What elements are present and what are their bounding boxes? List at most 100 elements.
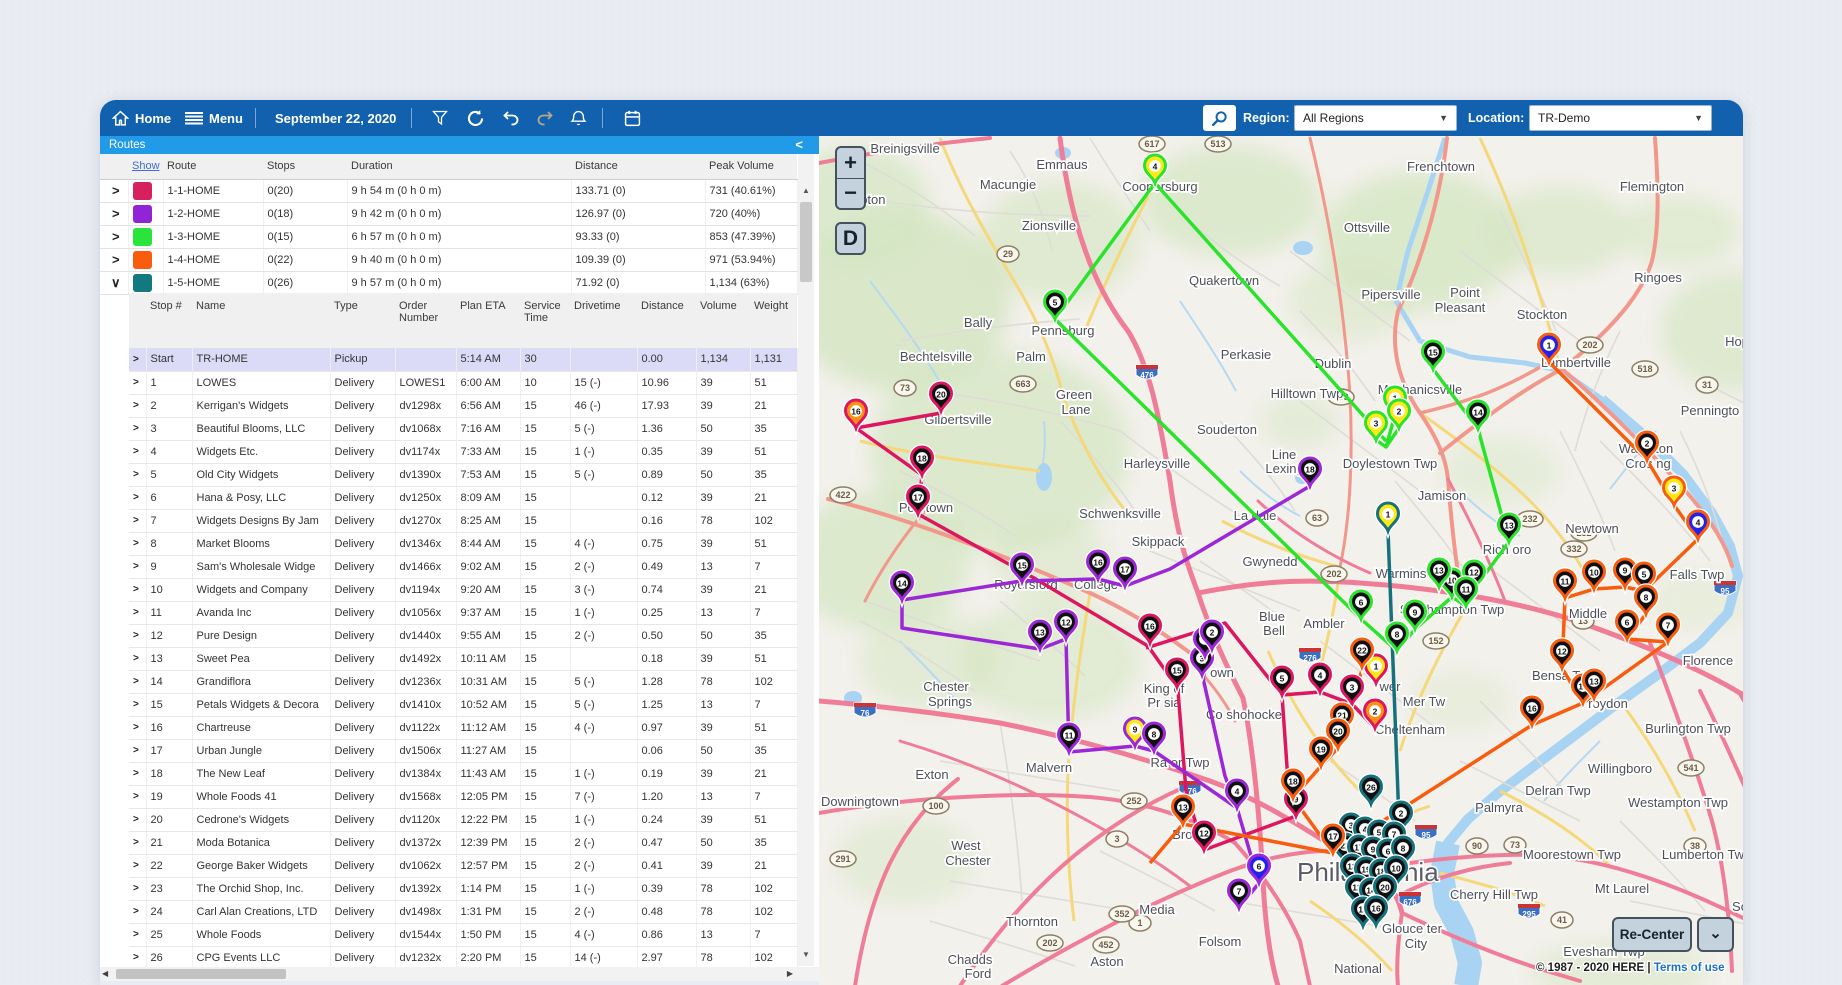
svg-text:663: 663 (1015, 379, 1030, 389)
svg-text:Media: Media (1139, 902, 1175, 917)
svg-text:541: 541 (1683, 763, 1698, 773)
svg-text:Ringoes: Ringoes (1634, 270, 1682, 285)
svg-text:1: 1 (1137, 918, 1142, 928)
svg-text:wer: wer (1379, 679, 1402, 694)
svg-text:12: 12 (1061, 617, 1071, 627)
svg-text:Exton: Exton (915, 767, 948, 782)
svg-text:12: 12 (1199, 828, 1209, 838)
svg-text:Perkasie: Perkasie (1221, 347, 1272, 362)
svg-text:8: 8 (1644, 592, 1649, 602)
svg-text:20: 20 (1333, 726, 1343, 736)
svg-text:Willingboro: Willingboro (1588, 761, 1652, 776)
svg-text:3: 3 (1350, 682, 1355, 692)
svg-text:Cherry Hill Twp: Cherry Hill Twp (1450, 887, 1538, 902)
svg-text:Malvern: Malvern (1026, 760, 1072, 775)
svg-text:13: 13 (1178, 802, 1188, 812)
svg-text:15: 15 (1172, 665, 1182, 675)
svg-text:276: 276 (1303, 654, 1317, 663)
svg-text:422: 422 (835, 490, 850, 500)
svg-text:332: 332 (1566, 544, 1581, 554)
svg-text:Pr sia: Pr sia (1147, 695, 1181, 710)
svg-text:Downingtown: Downingtown (821, 794, 899, 809)
svg-text:13: 13 (1035, 627, 1045, 637)
svg-text:9: 9 (1133, 724, 1138, 734)
svg-text:518: 518 (1637, 364, 1652, 374)
svg-text:2: 2 (1210, 627, 1215, 637)
svg-text:232: 232 (1576, 528, 1591, 538)
svg-text:17: 17 (1354, 842, 1364, 852)
svg-text:90: 90 (1472, 841, 1482, 851)
svg-text:7: 7 (1666, 620, 1671, 630)
svg-text:Lambertville: Lambertville (1541, 355, 1611, 370)
svg-text:Newtown: Newtown (1565, 521, 1618, 536)
svg-text:Point: Point (1450, 285, 1480, 300)
svg-text:Florence: Florence (1683, 653, 1734, 668)
svg-text:17: 17 (1120, 564, 1130, 574)
svg-text:18: 18 (917, 453, 927, 463)
svg-text:20: 20 (1380, 882, 1390, 892)
svg-text:12: 12 (1557, 646, 1567, 656)
svg-text:Palmyra: Palmyra (1475, 800, 1523, 815)
svg-text:Rich oro: Rich oro (1483, 542, 1531, 557)
svg-text:18: 18 (1288, 776, 1298, 786)
svg-text:21: 21 (1340, 840, 1350, 850)
svg-text:95: 95 (1422, 831, 1431, 840)
svg-text:17: 17 (913, 492, 923, 502)
svg-text:11: 11 (1462, 584, 1471, 594)
svg-text:15: 15 (1428, 347, 1438, 357)
svg-text:3: 3 (1374, 418, 1379, 428)
svg-text:13: 13 (1504, 520, 1514, 530)
svg-text:26: 26 (1366, 782, 1376, 792)
svg-text:63: 63 (1312, 513, 1322, 523)
svg-text:Aston: Aston (1090, 954, 1123, 969)
svg-text:Skippack: Skippack (1132, 534, 1185, 549)
svg-text:3: 3 (1672, 483, 1677, 493)
svg-text:100: 100 (928, 801, 943, 811)
svg-text:8: 8 (1395, 629, 1400, 639)
svg-text:Zionsville: Zionsville (1022, 218, 1076, 233)
svg-text:Ford: Ford (965, 966, 992, 981)
svg-text:13: 13 (1434, 565, 1444, 575)
svg-text:295: 295 (1522, 910, 1536, 919)
svg-text:Folsom: Folsom (1199, 934, 1242, 949)
svg-text:41: 41 (1557, 915, 1567, 925)
svg-text:4: 4 (1696, 517, 1701, 527)
svg-text:Ambler: Ambler (1303, 616, 1345, 631)
svg-text:202: 202 (1582, 340, 1597, 350)
svg-text:Doylestown Twp: Doylestown Twp (1343, 456, 1437, 471)
svg-text:10: 10 (1589, 567, 1599, 577)
svg-text:Burlington Twp: Burlington Twp (1645, 721, 1731, 736)
svg-text:9: 9 (1623, 565, 1628, 575)
svg-text:73: 73 (900, 383, 910, 393)
svg-text:617: 617 (1144, 139, 1159, 149)
svg-text:Quakertown: Quakertown (1189, 273, 1259, 288)
svg-text:Macungie: Macungie (980, 177, 1036, 192)
svg-text:202: 202 (1326, 569, 1341, 579)
svg-text:Penningto: Penningto (1681, 403, 1740, 418)
svg-text:Glouce ter: Glouce ter (1382, 921, 1443, 936)
svg-text:© 1987 - 2020 HERE | Terms of: © 1987 - 2020 HERE | Terms of use (1536, 962, 1725, 974)
svg-text:4: 4 (1318, 670, 1323, 680)
svg-text:16: 16 (1527, 703, 1537, 713)
svg-text:Ottsville: Ottsville (1344, 220, 1390, 235)
svg-text:7: 7 (1392, 829, 1397, 839)
svg-text:1: 1 (1547, 340, 1552, 350)
svg-text:13: 13 (1578, 616, 1588, 626)
svg-text:14: 14 (897, 578, 907, 588)
svg-text:Palm: Palm (1016, 349, 1046, 364)
svg-text:2: 2 (1373, 706, 1378, 716)
svg-text:Bally: Bally (964, 315, 993, 330)
svg-text:Harleysville: Harleysville (1124, 456, 1190, 471)
svg-text:Flemington: Flemington (1620, 179, 1684, 194)
svg-text:3: 3 (1200, 653, 1205, 663)
svg-text:Schwenksville: Schwenksville (1079, 506, 1161, 521)
svg-text:73: 73 (1510, 840, 1520, 850)
svg-text:3: 3 (1114, 834, 1119, 844)
svg-text:1: 1 (1386, 509, 1391, 519)
svg-text:6: 6 (1359, 597, 1364, 607)
svg-text:5: 5 (1053, 297, 1058, 307)
svg-text:Stockton: Stockton (1517, 307, 1568, 322)
svg-text:roydon: roydon (1588, 696, 1628, 711)
svg-text:City: City (1405, 936, 1428, 951)
svg-text:20: 20 (936, 389, 946, 399)
